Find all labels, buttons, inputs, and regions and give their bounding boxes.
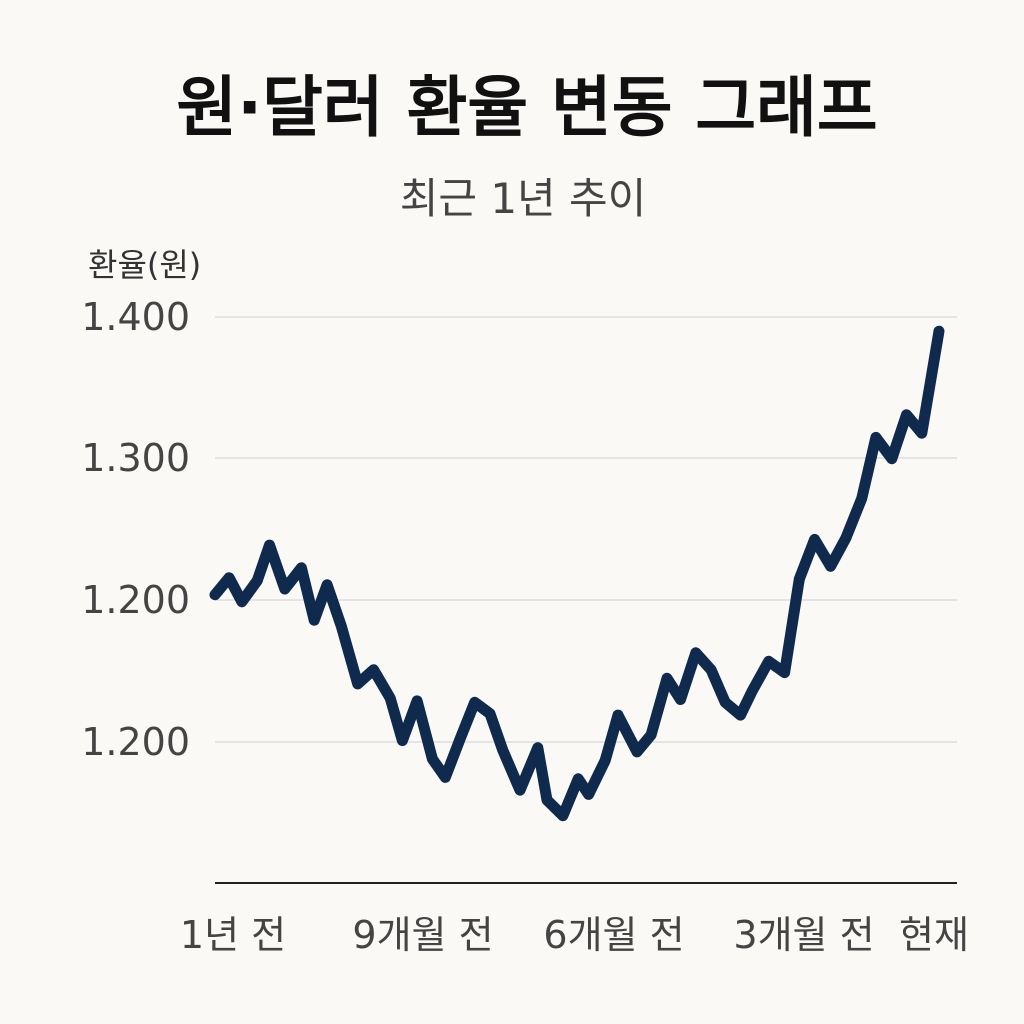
series-line-exchange-rate [209, 325, 945, 822]
y-tick-label: 1.400 [81, 295, 190, 339]
y-axis-label: 환율(원) [88, 246, 201, 284]
gridlines [215, 316, 957, 743]
y-tick-label: 1.200 [81, 578, 190, 622]
x-tick-label: 9개월 전 [352, 913, 493, 957]
y-tick-label: 1.200 [81, 720, 190, 764]
x-tick-label: 3개월 전 [733, 913, 874, 957]
x-tick-label: 현재 [899, 913, 969, 957]
x-tick-label: 6개월 전 [543, 913, 684, 957]
y-tick-labels: 1.400 1.300 1.200 1.200 [81, 295, 190, 764]
chart-title: 원·달러 환율 변동 그래프 [176, 69, 877, 146]
x-tick-label: 1년 전 [180, 913, 286, 957]
x-tick-labels: 1년 전 9개월 전 6개월 전 3개월 전 현재 [180, 913, 969, 957]
chart-subtitle: 최근 1년 추이 [400, 174, 647, 223]
y-tick-label: 1.300 [81, 436, 190, 480]
